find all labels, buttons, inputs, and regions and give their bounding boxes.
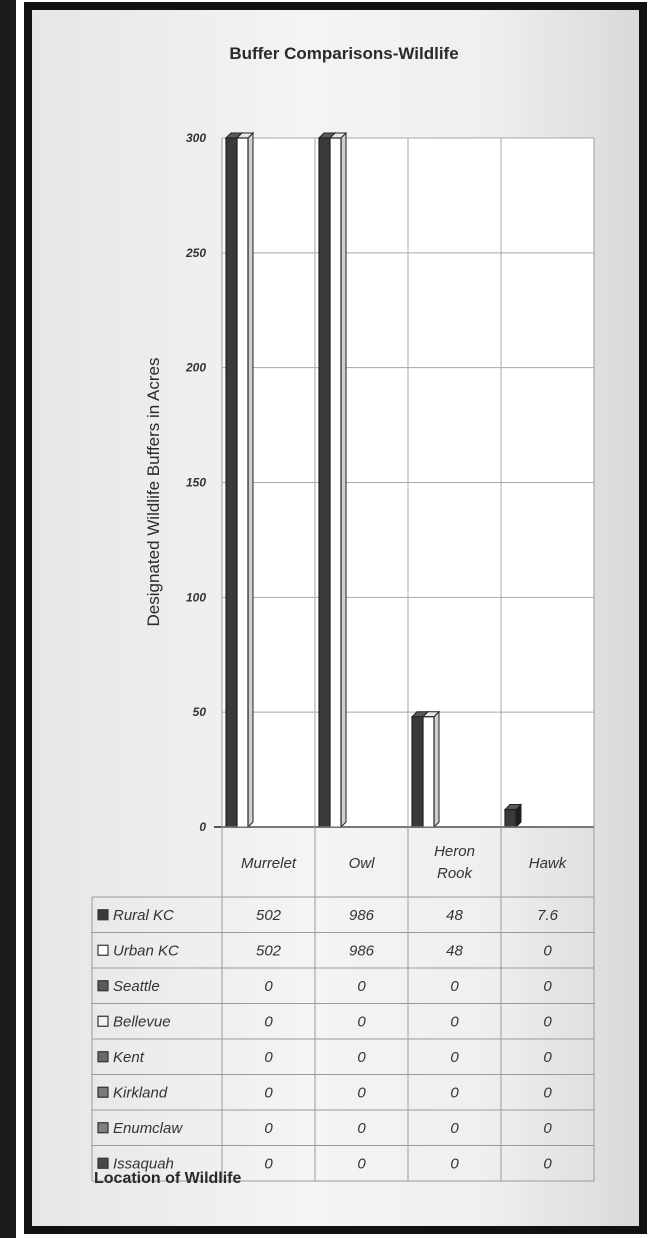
data-table-cell: 0 [264, 978, 273, 995]
bar-side [433, 710, 440, 829]
data-table-cell: 0 [357, 1120, 366, 1137]
legend-swatch-kirkland [97, 1086, 109, 1098]
data-table-cell: 0 [543, 1155, 552, 1172]
legend-swatch-kent [97, 1051, 109, 1063]
data-table-cell: 0 [543, 1084, 552, 1101]
legend-label-rural-kc: Rural KC [113, 907, 174, 924]
legend-swatch-urban-kc [97, 944, 109, 956]
legend-label-seattle: Seattle [113, 978, 160, 995]
data-table-cell: 0 [450, 1013, 459, 1030]
bar-face [318, 137, 331, 828]
legend-label-urban-kc: Urban KC [113, 942, 179, 959]
data-table-cell: 0 [450, 978, 459, 995]
data-table-cell: 502 [256, 942, 282, 959]
category-label-owl: Owl [349, 855, 376, 872]
y-ticks: 0 50 100 150 200 250 300 [185, 131, 206, 834]
data-table-cell: 0 [450, 1155, 459, 1172]
y-tick-label-250: 250 [185, 246, 206, 260]
category-label-line: Hawk [529, 855, 568, 872]
data-table: Murrelet Owl Heron Rook Hawk Rural KC 502 986 48… [91, 826, 595, 1182]
category-label-hawk: Hawk [529, 855, 568, 872]
data-table-cell: 0 [357, 1084, 366, 1101]
category-label-line: Rook [437, 865, 474, 882]
legend-label-bellevue: Bellevue [113, 1013, 171, 1030]
y-axis-label: Designated Wildlife Buffers in Acres [144, 358, 163, 627]
data-table-cell: 0 [450, 1084, 459, 1101]
category-label-line: Heron [434, 843, 475, 860]
chart: Buffer Comparisons-Wildlife Designated W… [91, 44, 595, 1187]
data-table-cell: 0 [264, 1120, 273, 1137]
bar-owl-urban-kc [328, 131, 348, 829]
legend-label-enumclaw: Enumclaw [113, 1120, 183, 1137]
chart-frame: Buffer Comparisons-Wildlife Designated W… [24, 2, 647, 1234]
data-table-cell: 986 [349, 942, 375, 959]
data-table-cell: 0 [450, 1049, 459, 1066]
data-table-cell: 0 [543, 1049, 552, 1066]
bar-heron-rook-urban-kc [421, 710, 441, 829]
data-table-cell: 48 [446, 907, 463, 924]
data-table-cell: 502 [256, 907, 282, 924]
y-tick-label-100: 100 [186, 590, 206, 604]
left-border-bar [0, 0, 16, 1238]
data-table-cell: 0 [264, 1155, 273, 1172]
legend-swatch-issaquah [97, 1157, 109, 1169]
data-table-cell: 0 [357, 1155, 366, 1172]
gridlines [214, 137, 595, 828]
bar-face [422, 716, 435, 828]
category-label-line: Murrelet [241, 855, 297, 872]
bar-face [225, 137, 238, 828]
data-table-cell: 0 [543, 942, 552, 959]
data-table-cell: 0 [357, 1013, 366, 1030]
bar-face [329, 137, 342, 828]
data-table-cell: 0 [543, 978, 552, 995]
category-label-murrelet: Murrelet [241, 855, 297, 872]
legend-swatch-enumclaw [97, 1122, 109, 1134]
y-tick-label-50: 50 [193, 705, 207, 719]
data-table-cell: 0 [543, 1120, 552, 1137]
bars [224, 131, 523, 829]
bar-face [236, 137, 249, 828]
data-table-cell: 48 [446, 942, 463, 959]
data-table-cell: 0 [357, 1049, 366, 1066]
data-table-cell: 0 [450, 1120, 459, 1137]
category-label-heron-rook: Heron Rook [434, 843, 475, 882]
data-table-cell: 0 [264, 1084, 273, 1101]
category-label-line: Owl [349, 855, 376, 872]
bar-face [504, 808, 517, 828]
legend-swatch-seattle [97, 980, 109, 992]
legend-label-issaquah: Issaquah [113, 1155, 174, 1172]
legend-label-kent: Kent [113, 1049, 145, 1066]
bar-side [340, 131, 347, 829]
legend-swatch-rural-kc [97, 909, 109, 921]
bar-side [247, 131, 254, 829]
data-table-cell: 0 [264, 1013, 273, 1030]
data-table-cell: 7.6 [537, 907, 559, 924]
x-axis-label: Location of Wildlife [94, 1170, 242, 1187]
y-tick-label-300: 300 [186, 131, 206, 145]
data-table-cell: 0 [264, 1049, 273, 1066]
y-tick-label-200: 200 [185, 361, 206, 375]
bar-face [411, 716, 424, 828]
data-table-cell: 0 [357, 978, 366, 995]
data-table-cell: 986 [349, 907, 375, 924]
y-tick-label-0: 0 [199, 820, 206, 834]
data-table-cell: 0 [543, 1013, 552, 1030]
legend-label-kirkland: Kirkland [113, 1084, 168, 1101]
legend-swatch-bellevue [97, 1015, 109, 1027]
bar-hawk-rural-kc [503, 803, 523, 829]
bar-murrelet-urban-kc [235, 131, 255, 829]
chart-title: Buffer Comparisons-Wildlife [229, 44, 458, 63]
y-tick-label-150: 150 [186, 476, 206, 490]
